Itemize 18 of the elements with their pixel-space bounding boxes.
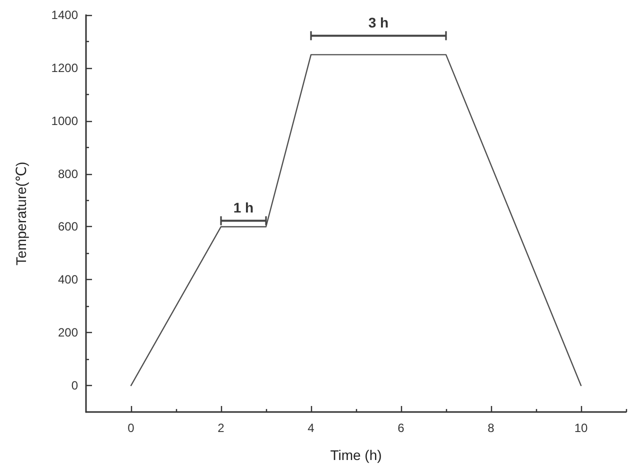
x-tick-label: 4 — [308, 421, 315, 435]
y-tick-label: 800 — [58, 166, 78, 181]
x-tick-label: 2 — [218, 421, 225, 435]
annotation: 1 h — [233, 200, 254, 216]
y-tick-label: 1200 — [51, 60, 78, 75]
x-tick-label: 10 — [574, 421, 588, 435]
annotation: 3 h — [368, 14, 389, 31]
x-tick-label: 6 — [398, 421, 405, 435]
x-tick-label: 0 — [128, 421, 135, 435]
x-axis-title: Time (h) — [330, 447, 382, 463]
x-tick-label: 8 — [488, 421, 495, 435]
y-tick-label: 1000 — [51, 114, 78, 128]
y-tick-label: 0 — [71, 378, 78, 393]
y-axis-title: Temperature(℃) — [13, 162, 29, 266]
y-tick-label: 400 — [58, 272, 78, 287]
y-tick-label: 200 — [58, 326, 78, 340]
y-tick-label: 600 — [58, 220, 78, 234]
y-tick-label: 1400 — [51, 8, 78, 22]
